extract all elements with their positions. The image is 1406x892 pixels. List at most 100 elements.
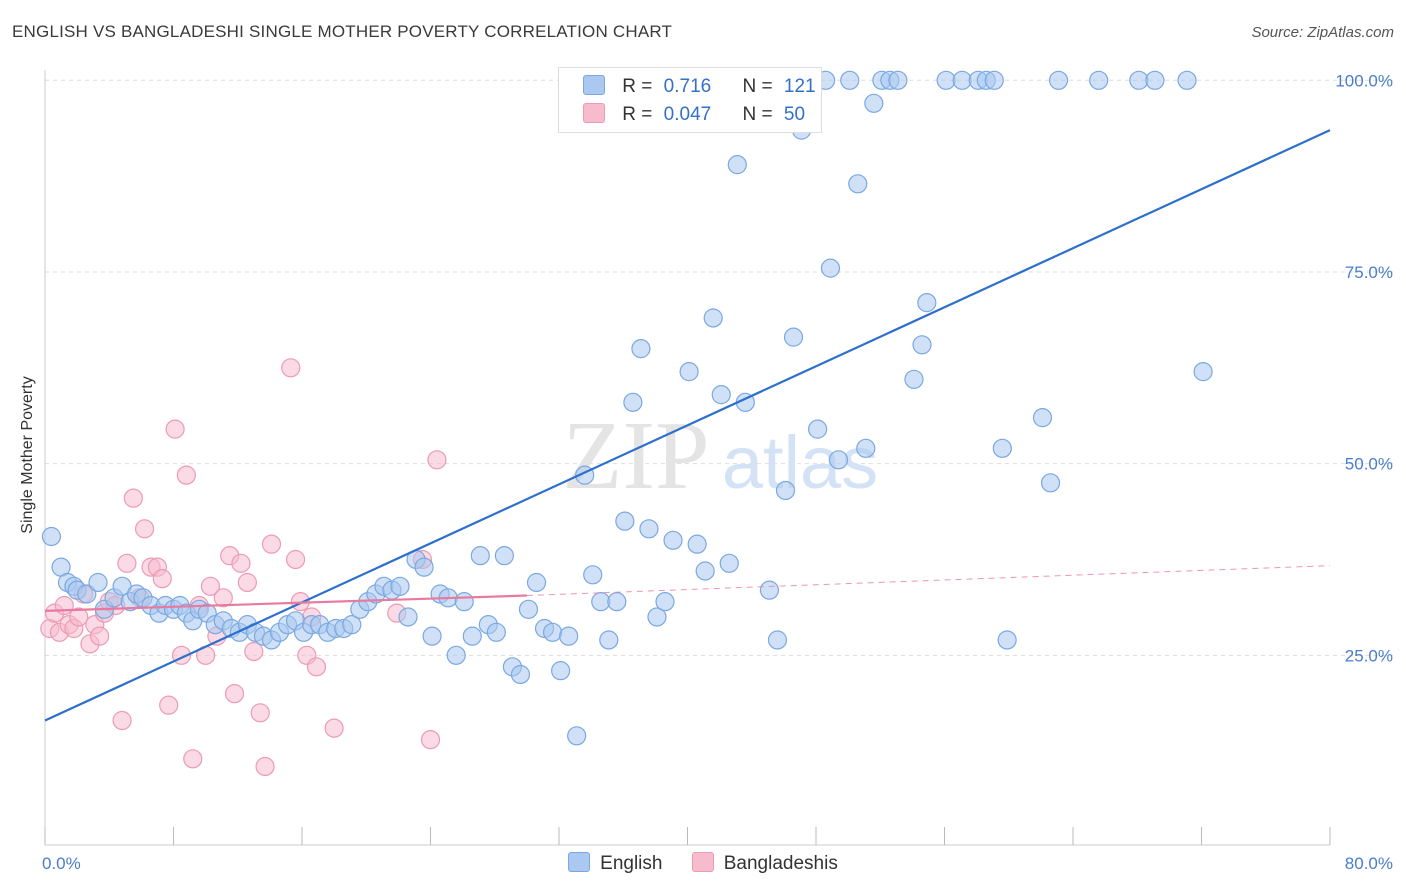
bangladeshi-point xyxy=(250,703,270,723)
english-legend-label: English xyxy=(600,853,663,874)
bangladeshi-point xyxy=(213,588,233,608)
tick-labels: 25.0% 50.0% 75.0% 100.0% 0.0% 80.0% xyxy=(42,71,1393,873)
english-point xyxy=(390,576,410,596)
english-point xyxy=(462,626,482,646)
english-point xyxy=(997,630,1017,650)
english-point xyxy=(655,592,675,612)
english-point xyxy=(1129,70,1149,90)
watermark-atlas: atlas xyxy=(722,421,878,504)
english-point xyxy=(1145,70,1165,90)
english-point xyxy=(727,155,747,175)
bangladeshi-point xyxy=(231,553,251,573)
english-point xyxy=(984,70,1004,90)
english-point xyxy=(518,599,539,619)
english-point xyxy=(567,726,587,746)
x-tick-label-max: 80.0% xyxy=(1345,854,1393,873)
english-point xyxy=(711,385,731,405)
english-point xyxy=(687,534,707,554)
english-point xyxy=(1048,70,1069,90)
english-point xyxy=(542,622,563,642)
bangladeshi-point xyxy=(200,576,221,596)
bangladeshi-point xyxy=(324,718,344,738)
y-tick-label: 75.0% xyxy=(1345,263,1393,282)
legend-item-bangladeshi: Bangladeshis xyxy=(691,852,838,875)
english-r-value: 0.716 xyxy=(663,76,712,97)
axes xyxy=(44,70,1331,846)
english-point xyxy=(559,626,579,646)
bangladeshi-n-label: N = xyxy=(742,104,773,125)
bangladeshi-r-label: R = xyxy=(622,104,653,125)
series-legend: English Bangladeshis xyxy=(0,852,1406,875)
bangladeshi-point xyxy=(183,749,203,769)
english-point xyxy=(703,308,723,328)
english-point xyxy=(422,626,442,646)
legend-row-bangladeshi: R = 0.047 N = 50 xyxy=(583,103,805,127)
bangladeshi-point xyxy=(117,553,137,573)
english-point xyxy=(526,572,547,593)
legend-row-english: R = 0.716 N = 121 xyxy=(583,75,816,99)
english-point xyxy=(912,335,932,355)
english-point xyxy=(77,584,97,604)
english-point xyxy=(775,480,796,501)
english-swatch xyxy=(583,75,605,95)
stats-legend: R = 0.716 N = 121 R = 0.047 N = 50 xyxy=(558,67,822,133)
english-point xyxy=(1193,362,1213,382)
y-tick-label: 25.0% xyxy=(1345,646,1393,665)
english-point xyxy=(639,519,659,539)
bangladeshi-point xyxy=(159,695,179,715)
trend-lines xyxy=(44,129,1331,722)
english-trend-line xyxy=(44,129,1331,722)
english-point xyxy=(783,327,804,347)
english-point xyxy=(551,661,571,681)
bangladeshi-point xyxy=(255,756,275,777)
english-point xyxy=(848,174,868,194)
english-point xyxy=(864,93,884,113)
bangladeshi-point xyxy=(90,626,110,646)
english-point xyxy=(607,592,627,612)
english-point xyxy=(414,557,434,577)
english-point xyxy=(591,592,611,612)
english-n-value: 121 xyxy=(783,76,816,97)
english-point xyxy=(1089,70,1109,90)
english-point xyxy=(808,419,828,439)
english-point xyxy=(767,630,788,650)
bangladeshi-point xyxy=(420,730,441,750)
english-point xyxy=(41,526,62,547)
bangladeshi-legend-label: Bangladeshis xyxy=(723,853,838,874)
english-point xyxy=(695,561,715,581)
english-point xyxy=(631,339,651,359)
english-point xyxy=(647,607,667,627)
bangladeshi-point xyxy=(69,607,89,627)
english-point xyxy=(486,622,506,642)
english-point xyxy=(759,580,780,600)
english-point xyxy=(992,438,1012,458)
english-point xyxy=(820,258,841,278)
english-point xyxy=(398,607,418,627)
bangladeshi-point xyxy=(261,534,282,554)
bangladeshi-point xyxy=(134,519,155,539)
bangladeshi-points xyxy=(40,358,447,777)
english-point xyxy=(936,70,956,90)
english-point xyxy=(888,70,908,90)
bangladeshi-point xyxy=(427,450,447,470)
bangladeshi-point xyxy=(281,358,301,378)
bangladeshi-point xyxy=(176,465,196,485)
english-point xyxy=(828,450,849,470)
bangladeshi-legend-swatch xyxy=(691,852,714,872)
bangladeshi-point xyxy=(54,595,74,616)
legend-item-english: English xyxy=(568,852,662,875)
english-n-label: N = xyxy=(742,76,773,97)
english-points xyxy=(41,70,1213,746)
bangladeshi-trend-line xyxy=(44,594,527,612)
bangladeshi-point xyxy=(237,572,257,593)
bangladeshi-swatch xyxy=(583,103,605,123)
watermark-zip: ZIP xyxy=(563,402,710,510)
bangladeshi-trend-extension xyxy=(526,565,1331,597)
y-tick-label: 50.0% xyxy=(1345,455,1393,474)
english-point xyxy=(446,645,466,665)
english-point xyxy=(88,572,108,593)
y-tick-label: 100.0% xyxy=(1335,71,1393,90)
bangladeshi-point xyxy=(244,641,264,662)
english-point xyxy=(856,438,876,458)
